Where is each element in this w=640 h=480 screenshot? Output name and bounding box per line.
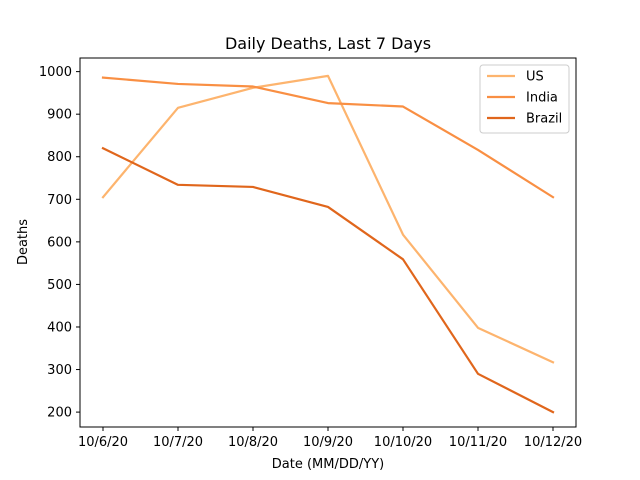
legend-box	[479, 64, 570, 134]
x-tick-label: 10/12/20	[524, 435, 582, 450]
y-tick-label: 700	[47, 193, 72, 208]
x-axis: 10/6/20 10/7/20 10/8/20 10/9/20 10/10/20 10/1…	[78, 427, 582, 450]
y-tick-label: 800	[47, 150, 72, 165]
x-tick-label: 10/6/20	[78, 435, 128, 450]
y-tick-label: 400	[47, 320, 72, 335]
x-tick-label: 10/9/20	[303, 435, 353, 450]
legend: US India Brazil	[479, 64, 570, 134]
legend-label-brazil: Brazil	[526, 112, 562, 127]
y-tick-label: 300	[47, 363, 72, 378]
legend-label-us: US	[526, 70, 544, 85]
y-tick-label: 1000	[39, 65, 72, 80]
series-line-brazil	[101, 146, 555, 414]
y-axis-label: Deaths	[16, 219, 31, 265]
series-line-us	[101, 74, 555, 364]
chart-title: Daily Deaths, Last 7 Days	[225, 34, 431, 53]
y-tick-label: 200	[47, 406, 72, 421]
x-tick-label: 10/11/20	[449, 435, 507, 450]
y-tick-label: 900	[47, 108, 72, 123]
x-tick-label: 10/8/20	[228, 435, 278, 450]
x-axis-label: Date (MM/DD/YY)	[272, 457, 384, 472]
x-tick-label: 10/7/20	[153, 435, 203, 450]
x-tick-label: 10/10/20	[374, 435, 432, 450]
y-tick-label: 500	[47, 278, 72, 293]
y-axis: 200 300 400 500 600 700 800 900 1000	[39, 65, 80, 421]
y-tick-label: 600	[47, 235, 72, 250]
series-layer	[101, 74, 555, 414]
legend-label-india: India	[526, 91, 558, 106]
series-line-india	[101, 76, 555, 199]
